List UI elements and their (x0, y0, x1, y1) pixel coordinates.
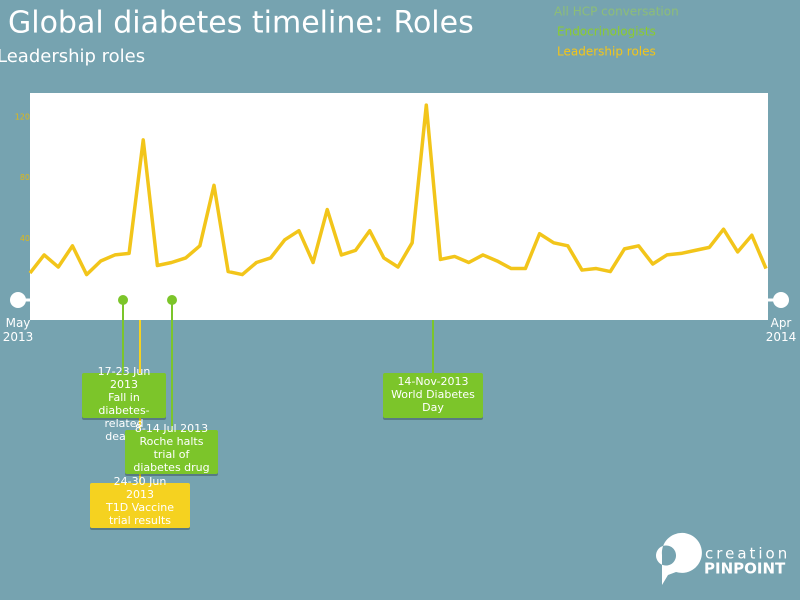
annotation-text: T1D Vaccine trial results (106, 501, 174, 527)
annotation-content: 24-30 Jun 2013 T1D Vaccine trial results (90, 475, 190, 527)
event-marker (118, 295, 128, 305)
logo-top: creation (705, 545, 790, 563)
logo-bottom: PINPOINT (704, 560, 786, 578)
annotation-date: 14-Nov-2013 (397, 375, 469, 388)
x-axis-label: May 2013 (2, 316, 34, 344)
annotation-text: Fall in diabetes-related deaths (98, 391, 150, 443)
x-axis-label: Apr 2014 (765, 316, 797, 344)
annotation-box: 17-23 Jun 2013 Fall in diabetes-related d… (82, 365, 166, 443)
logo-mark (656, 532, 702, 585)
annotation-box: 24-30 Jun 2013 T1D Vaccine trial results (90, 475, 190, 528)
y-tick-label: 40 (20, 234, 30, 243)
chart-subtitle: Leadership roles (0, 46, 145, 67)
y-tick-label: 80 (20, 173, 30, 182)
chart-title: Global diabetes timeline: Roles (8, 6, 474, 41)
legend-item: Leadership roles (557, 45, 656, 59)
timeline-end (773, 292, 789, 308)
annotation-date: 24-30 Jun 2013 (113, 475, 167, 501)
annotation-text: Roche halts trial of diabetes drug (133, 435, 210, 474)
annotation-date: 8-14 Jul 2013 (134, 422, 209, 435)
logo: creation PINPOINT (656, 532, 790, 585)
annotation-content: 14-Nov-2013 World Diabetes Day (383, 375, 483, 414)
annotation-text: World Diabetes Day (391, 388, 475, 414)
annotation-content: 17-23 Jun 2013 Fall in diabetes-related d… (82, 365, 166, 443)
annotation-content: 8-14 Jul 2013 Roche halts trial of diabet… (125, 422, 218, 474)
legend-item: Endocrinologists (557, 25, 656, 39)
timeline-start (10, 292, 26, 308)
y-tick-label: 120 (15, 113, 30, 122)
legend-item: All HCP conversation (554, 5, 679, 19)
annotation-box: 14-Nov-2013 World Diabetes Day (383, 373, 483, 418)
event-marker (167, 295, 177, 305)
annotation-date: 17-23 Jun 2013 (97, 365, 151, 391)
data-line (28, 103, 768, 277)
annotation-box: 8-14 Jul 2013 Roche halts trial of diabet… (125, 422, 218, 474)
plot-area (30, 93, 768, 320)
